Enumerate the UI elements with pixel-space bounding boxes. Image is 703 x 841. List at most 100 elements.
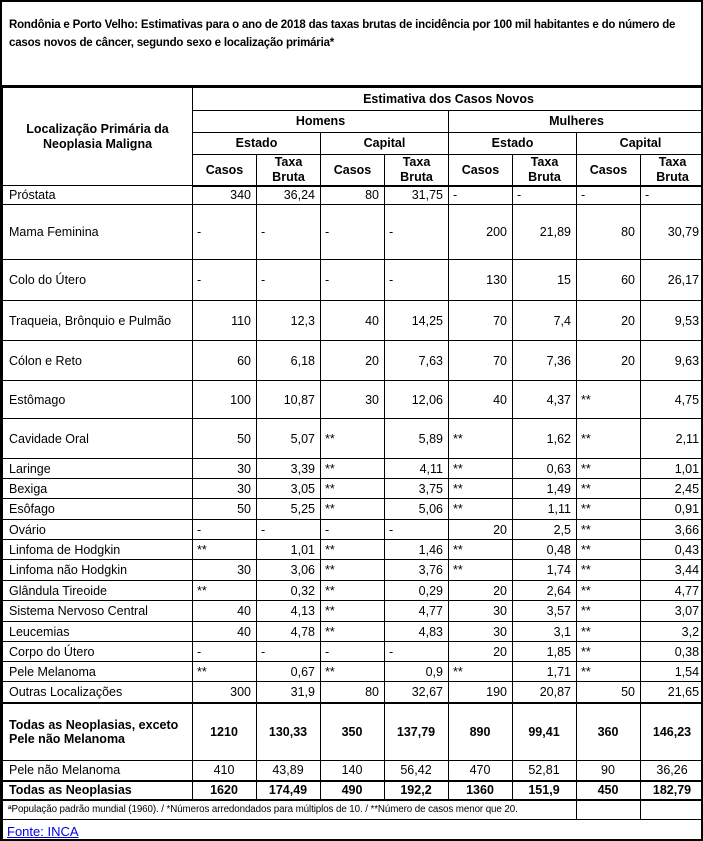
row-label: Laringe bbox=[2, 458, 193, 479]
cell-value: 30,79 bbox=[639, 204, 701, 260]
cell-value: 4,83 bbox=[384, 621, 449, 642]
cell-value: 20 bbox=[448, 519, 513, 540]
table-footer: ªPopulação padrão mundial (1960). / *Núm… bbox=[2, 799, 701, 840]
cell-value: ** bbox=[576, 380, 641, 419]
cell-value: 0,32 bbox=[256, 580, 321, 601]
cell-value: 3,2 bbox=[639, 621, 701, 642]
column-header-taxa-bruta: Taxa Bruta bbox=[256, 154, 321, 187]
cell-value: 36,24 bbox=[256, 185, 321, 205]
cell-value: 20 bbox=[448, 580, 513, 601]
cell-value: ** bbox=[576, 418, 641, 459]
cell-value: ** bbox=[192, 580, 257, 601]
cell-value: 3,76 bbox=[384, 559, 449, 581]
cell-value: 2,11 bbox=[639, 418, 701, 459]
cell-value: 3,66 bbox=[639, 519, 701, 540]
cell-value: - bbox=[192, 259, 257, 301]
table-row: Todas as Neoplasias, exceto Pele não Mel… bbox=[2, 702, 701, 761]
cell-value: 192,2 bbox=[384, 780, 449, 801]
cell-value: ** bbox=[320, 498, 385, 520]
table-body: Próstata 340 36,24 80 31,75- - - - Mama Feminina… bbox=[2, 185, 701, 801]
cell-value: 410 bbox=[192, 760, 257, 782]
cell-value: 3,06 bbox=[256, 559, 321, 581]
table-title: Rondônia e Porto Velho: Estimativas para… bbox=[2, 2, 701, 87]
cell-value: 21,65 bbox=[639, 681, 701, 704]
cell-value: 3,05 bbox=[256, 478, 321, 499]
cell-value: - bbox=[320, 204, 385, 260]
cell-value: 56,42 bbox=[384, 760, 449, 782]
cell-value: ** bbox=[320, 418, 385, 459]
cell-value: 40 bbox=[192, 621, 257, 642]
cell-value: 2,45 bbox=[639, 478, 701, 499]
cell-value: 36,26 bbox=[639, 760, 701, 782]
column-header-estado-mulheres: Estado bbox=[448, 132, 577, 155]
cell-value: ** bbox=[576, 458, 641, 479]
cell-value: 50 bbox=[576, 681, 641, 704]
row-label: Sistema Nervoso Central bbox=[2, 600, 193, 622]
cell-value: ** bbox=[192, 661, 257, 682]
table-row: Colo do Útero - - - -130 15 60 26,17 bbox=[2, 259, 701, 301]
cell-value: 450 bbox=[576, 780, 641, 801]
row-label: Colo do Útero bbox=[2, 259, 193, 301]
cell-value: 70 bbox=[448, 340, 513, 381]
cell-value: 340 bbox=[192, 185, 257, 205]
cell-value: 1360 bbox=[448, 780, 513, 801]
cell-value: ** bbox=[320, 580, 385, 601]
table-row: Pele Melanoma ** 0,67 ** 0,9 ** 1,71 ** 1,54 bbox=[2, 661, 701, 682]
cell-value: 12,3 bbox=[256, 300, 321, 341]
cell-value: 9,63 bbox=[639, 340, 701, 381]
source-link[interactable]: Fonte: INCA bbox=[7, 824, 79, 840]
cell-value: 1,85 bbox=[512, 641, 577, 662]
cell-value: 30 bbox=[192, 478, 257, 499]
cell-value: 20 bbox=[576, 300, 641, 341]
row-label: Pele não Melanoma bbox=[2, 760, 193, 782]
cell-value: ** bbox=[448, 458, 513, 479]
row-label: Bexiga bbox=[2, 478, 193, 499]
column-header-taxa-bruta: Taxa Bruta bbox=[639, 154, 701, 187]
column-header-casos: Casos bbox=[576, 154, 641, 187]
cell-value: 1,74 bbox=[512, 559, 577, 581]
cell-value: 300 bbox=[192, 681, 257, 704]
column-header-capital-homens: Capital bbox=[320, 132, 449, 155]
cell-value: ** bbox=[448, 498, 513, 520]
cell-value: - bbox=[320, 519, 385, 540]
cell-value: 200 bbox=[448, 204, 513, 260]
cell-value: - bbox=[384, 641, 449, 662]
cell-value: 5,07 bbox=[256, 418, 321, 459]
cell-value: 360 bbox=[576, 702, 641, 761]
cell-value: 80 bbox=[320, 185, 385, 205]
cell-value: - bbox=[384, 259, 449, 301]
cell-value: 110 bbox=[192, 300, 257, 341]
cell-value: 1,71 bbox=[512, 661, 577, 682]
cell-value: 1,01 bbox=[639, 458, 701, 479]
estimates-table: Localização Primária da Neoplasia Malign… bbox=[2, 87, 701, 840]
empty-cell bbox=[576, 799, 641, 820]
table-row: Mama Feminina - - - -200 21,89 80 30,79 bbox=[2, 204, 701, 260]
cell-value: ** bbox=[448, 661, 513, 682]
cell-value: 2,5 bbox=[512, 519, 577, 540]
cell-value: 1,54 bbox=[639, 661, 701, 682]
table-row: Bexiga 30 3,05 ** 3,75 ** 1,49 ** 2,45 bbox=[2, 478, 701, 499]
column-header-estimativa: Estimativa dos Casos Novos bbox=[191, 87, 701, 111]
cell-value: 3,39 bbox=[256, 458, 321, 479]
column-header-estado-homens: Estado bbox=[192, 132, 321, 155]
column-header-localizacao: Localização Primária da Neoplasia Malign… bbox=[2, 87, 193, 186]
cell-value: ** bbox=[576, 559, 641, 581]
cell-value: 30 bbox=[192, 559, 257, 581]
cell-value: 7,36 bbox=[512, 340, 577, 381]
cell-value: 470 bbox=[448, 760, 513, 782]
row-label: Linfoma de Hodgkin bbox=[2, 539, 193, 560]
cell-value: ** bbox=[576, 641, 641, 662]
cell-value: - bbox=[192, 519, 257, 540]
column-header-taxa-bruta: Taxa Bruta bbox=[512, 154, 577, 187]
table-row: Leucemias 40 4,78 ** 4,83 30 3,1 ** 3,2 bbox=[2, 621, 701, 642]
cell-value: 0,38 bbox=[639, 641, 701, 662]
cell-value: ** bbox=[576, 519, 641, 540]
cell-value: 80 bbox=[576, 204, 641, 260]
cell-value: ** bbox=[448, 418, 513, 459]
table-row: Sistema Nervoso Central 40 4,13 ** 4,77 30 3,5… bbox=[2, 600, 701, 622]
cell-value: 4,11 bbox=[384, 458, 449, 479]
cell-value: 5,25 bbox=[256, 498, 321, 520]
cell-value: 1,49 bbox=[512, 478, 577, 499]
cell-value: 31,75 bbox=[384, 185, 449, 205]
cell-value: 1,62 bbox=[512, 418, 577, 459]
